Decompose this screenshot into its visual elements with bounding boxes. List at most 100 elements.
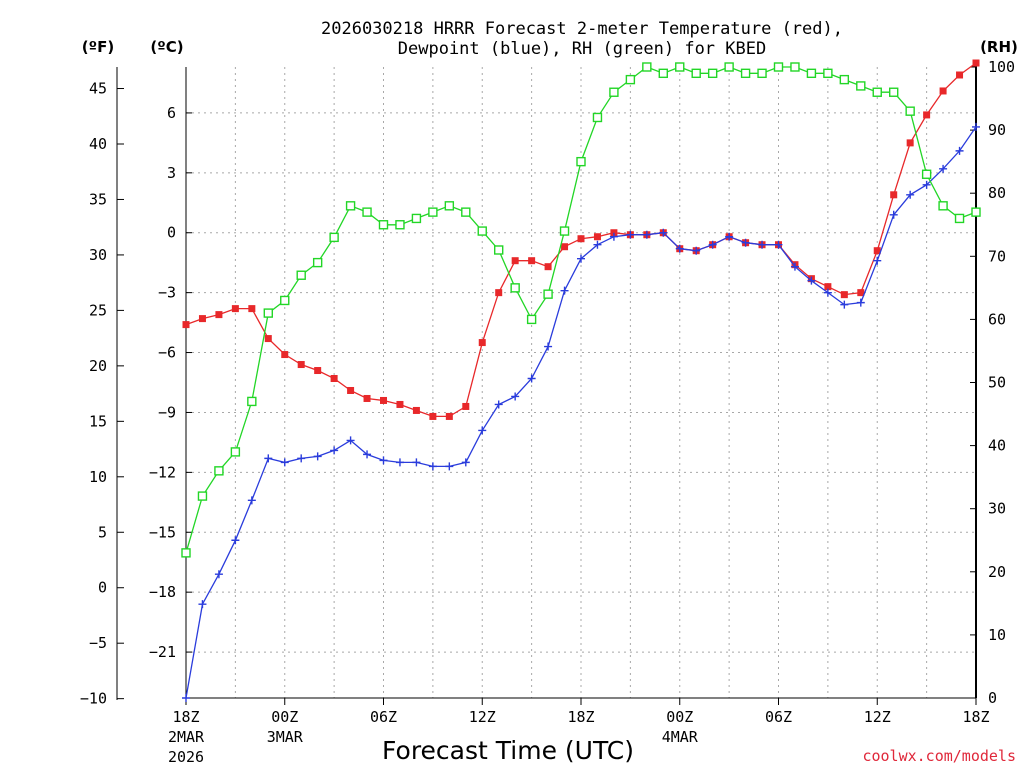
celsius-tick-label: −12 [149,463,176,481]
credit-text: coolwx.com/models [862,747,1016,765]
x-tick-label: 18Z [567,708,594,726]
fahrenheit-tick-label: −5 [89,634,107,652]
temperature-point [462,402,470,410]
fahrenheit-tick-label: 25 [89,301,107,319]
rh-point [263,308,273,318]
dewpoint-point [395,458,404,467]
dewpoint-point [906,190,915,199]
celsius-tick-label: −3 [158,284,176,302]
celsius-tick-label: 6 [167,104,176,122]
x-tick-label: 00Z [271,708,298,726]
dewpoint-point [593,240,602,249]
rh-point [757,68,767,79]
dewpoint-point [544,342,553,351]
temperature-point [363,394,371,402]
rh-point [181,548,191,558]
x-tick-date: 3MAR [267,728,304,746]
rh-tick-label: 60 [988,310,1006,328]
dewpoint-point [363,450,372,459]
fahrenheit-tick-label: 20 [89,357,107,375]
rh-point [740,68,751,79]
temperature-point [429,412,437,420]
dewpoint-point [330,446,339,455]
dewpoint-point [873,256,882,265]
celsius-tick-label: −15 [149,523,176,541]
rh-point [642,62,652,72]
rh-point [938,201,948,211]
dewpoint-point [659,228,668,237]
rh-tick-label: 100 [988,58,1015,76]
dewpoint-point [758,240,767,249]
rh-point [296,270,306,280]
rh-point [247,396,257,407]
x-tick-label: 06Z [370,708,397,726]
dewpoint-point [461,458,470,467]
rh-point [971,207,981,217]
temperature-point [511,257,519,265]
rh-point [444,201,455,211]
temperature-point [923,111,931,119]
rh-point [889,87,899,97]
chart-title: 2026030218 HRRR Forecast 2-meter Tempera… [321,19,843,59]
fahrenheit-tick-label: 45 [89,80,107,98]
dewpoint-point [182,694,190,702]
temperature-point [297,361,305,369]
temperature-point [182,321,190,329]
celsius-tick-label: −21 [149,643,176,661]
dewpoint-point [922,180,931,189]
dewpoint-point [346,436,355,445]
temperature-point [396,400,404,408]
rh-tick-label: 50 [988,374,1006,392]
temperature-point [248,305,256,313]
dewpoint-point [560,286,569,295]
data-series [181,59,981,702]
rh-point [872,87,882,97]
dewpoint-point [494,400,503,409]
celsius-tick-label: −9 [158,403,176,421]
celsius-axis-unit: (ºC) [150,38,183,56]
rh-point [691,68,701,79]
dewpoint-point [577,254,585,263]
x-tick-label: 18Z [962,708,989,726]
dewpoint-point [840,300,849,309]
dewpoint-point [247,496,256,505]
rh-tick-label: 30 [988,500,1006,518]
rh-tick-label: 90 [988,121,1006,139]
temperature-point [873,247,881,255]
fahrenheit-tick-label: −10 [80,690,107,708]
rh-point [428,207,438,217]
rh-point [839,74,850,85]
dewpoint-point [642,230,651,239]
dewpoint-point [856,298,865,307]
temperature-point [890,191,898,199]
fahrenheit-tick-label: 0 [98,579,107,597]
x-tick-year: 2026 [168,748,204,766]
rh-point [312,257,323,268]
rh-point [411,213,422,224]
x-tick-label: 00Z [666,708,693,726]
rh-point [477,226,487,236]
fahrenheit-tick-label: 40 [89,135,107,153]
dewpoint-point [626,230,635,239]
rh-point [576,156,586,167]
rh-point [856,81,866,91]
temperature-point [478,339,486,347]
celsius-tick-label: −18 [149,583,176,601]
temperature-point [412,406,420,414]
rh-point [395,220,405,230]
axes: 454035302520151050−5−10630−3−6−9−12−15−1… [80,58,1015,766]
dewpoint-point [609,232,618,241]
temperature-point [215,311,223,319]
fahrenheit-tick-label: 15 [89,412,107,430]
rh-point [197,491,208,501]
rh-point [954,213,965,224]
temperature-point [347,386,355,394]
rh-point [724,62,734,72]
rh-axis-unit: (RH) [980,38,1018,56]
celsius-tick-label: 0 [167,224,176,242]
dewpoint-point [708,240,717,249]
dewpoint-point [379,456,388,465]
temperature-series [182,59,980,420]
dewpoint-point [741,238,750,247]
